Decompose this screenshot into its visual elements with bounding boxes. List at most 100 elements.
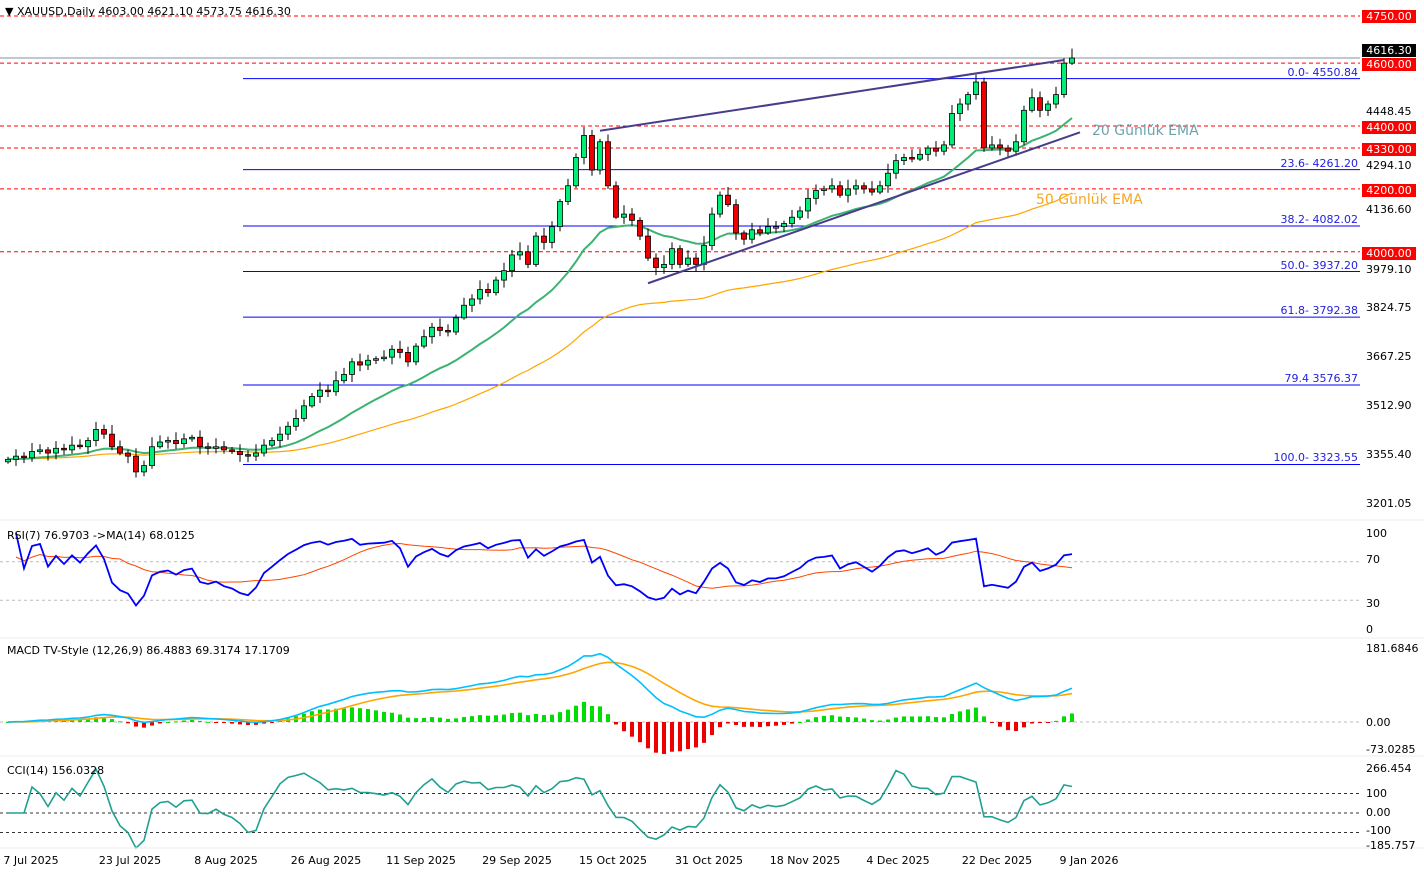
rsi-axis-label: 100 [1366, 527, 1387, 540]
macd-histogram-bar [734, 722, 738, 726]
macd-histogram-bar [262, 722, 266, 724]
macd-histogram-bar [878, 720, 882, 722]
rsi-axis-label: 70 [1366, 553, 1380, 566]
candle-body [973, 81, 979, 96]
macd-histogram-bar [830, 715, 834, 722]
candle-body [437, 326, 443, 331]
macd-histogram-bar [542, 715, 546, 722]
cci-axis-label: 266.454 [1366, 762, 1412, 775]
candle-body [45, 449, 51, 454]
candle-body [621, 213, 627, 218]
macd-histogram-bar [342, 708, 346, 722]
candle-body [77, 444, 83, 448]
candle-body [629, 213, 635, 221]
candle-body [141, 465, 147, 473]
macd-histogram-bar [1022, 722, 1026, 728]
macd-histogram-bar [902, 716, 906, 722]
candle-body [445, 330, 451, 333]
macd-histogram-bar [622, 722, 626, 732]
macd-histogram-bar [934, 717, 938, 722]
candle-body [933, 147, 939, 152]
candle-body [869, 188, 875, 193]
macd-histogram-bar [630, 722, 634, 737]
macd-histogram-bar [678, 722, 682, 752]
candle-body [109, 433, 115, 448]
candle-body [317, 389, 323, 397]
candle-body [413, 345, 419, 363]
macd-histogram-bar [390, 712, 394, 722]
candle-body [757, 229, 763, 234]
candle-body [885, 172, 891, 187]
candle-body [93, 429, 99, 441]
candle-body [677, 248, 683, 265]
candle-body [941, 144, 947, 152]
collapse-triangle-icon[interactable]: ▼ [5, 5, 17, 18]
macd-histogram-bar [1038, 722, 1042, 724]
candle-body [669, 248, 675, 265]
macd-histogram-bar [230, 722, 234, 724]
candle-body [613, 185, 619, 218]
candle-body [173, 440, 179, 444]
candle-body [37, 449, 43, 452]
macd-histogram-bar [550, 714, 554, 722]
candle-body [261, 444, 267, 454]
symbol-title[interactable]: ▼ XAUUSD,Daily 4603.00 4621.10 4573.75 4… [5, 5, 291, 18]
macd-histogram-bar [142, 722, 146, 728]
rsi-axis-label: 0 [1366, 623, 1373, 636]
macd-histogram-bar [374, 710, 378, 722]
macd-histogram-bar [198, 720, 202, 722]
macd-histogram-bar [942, 717, 946, 722]
macd-histogram-bar [494, 715, 498, 722]
candle-body [837, 185, 843, 196]
candle-body [557, 201, 563, 228]
macd-histogram-bar [926, 716, 930, 722]
macd-histogram-bar [918, 716, 922, 722]
macd-histogram-bar [854, 717, 858, 722]
macd-histogram-bar [270, 722, 274, 723]
candle-body [605, 141, 611, 187]
candle-body [197, 436, 203, 448]
trendline-upper [599, 59, 1065, 132]
macd-histogram-bar [670, 722, 674, 752]
cci-axis-label: 0.00 [1366, 806, 1391, 819]
candle-body [957, 103, 963, 114]
macd-histogram-bar [702, 722, 706, 743]
macd-histogram-bar [94, 717, 98, 722]
macd-histogram-bar [1070, 713, 1074, 722]
candle-body [797, 210, 803, 218]
candle-body [893, 160, 899, 174]
candle-body [53, 447, 59, 454]
macd-histogram-bar [126, 722, 130, 724]
macd-histogram-bar [534, 713, 538, 722]
candle-body [277, 433, 283, 441]
price-axis-label: 3667.25 [1366, 350, 1412, 363]
macd-histogram-bar [982, 716, 986, 722]
candle-body [253, 452, 259, 457]
macd-histogram-bar [214, 722, 218, 723]
macd-histogram-bar [366, 709, 370, 722]
candle-body [733, 204, 739, 234]
candle-body [85, 440, 91, 448]
macd-histogram-bar [206, 721, 210, 723]
candle-body [269, 440, 275, 446]
candle-body [493, 279, 499, 294]
candle-body [341, 374, 347, 382]
macd-histogram-bar [998, 722, 1002, 727]
rsi-axis-label: 30 [1366, 597, 1380, 610]
macd-histogram-bar [326, 709, 330, 722]
macd-histogram-bar [966, 709, 970, 722]
candle-body [205, 446, 211, 449]
candle-body [245, 454, 251, 457]
candle-body [165, 440, 171, 443]
macd-histogram-bar [438, 717, 442, 722]
macd-histogram-bar [1046, 722, 1050, 723]
macd-histogram-bar [750, 722, 754, 727]
date-label: 4 Dec 2025 [866, 854, 930, 867]
date-label: 23 Jul 2025 [98, 854, 162, 867]
macd-histogram-bar [582, 701, 586, 722]
candle-body [397, 348, 403, 353]
macd-signal-line [7, 661, 1073, 723]
candle-body [981, 81, 987, 149]
candle-body [453, 317, 459, 333]
candle-body [949, 113, 955, 146]
